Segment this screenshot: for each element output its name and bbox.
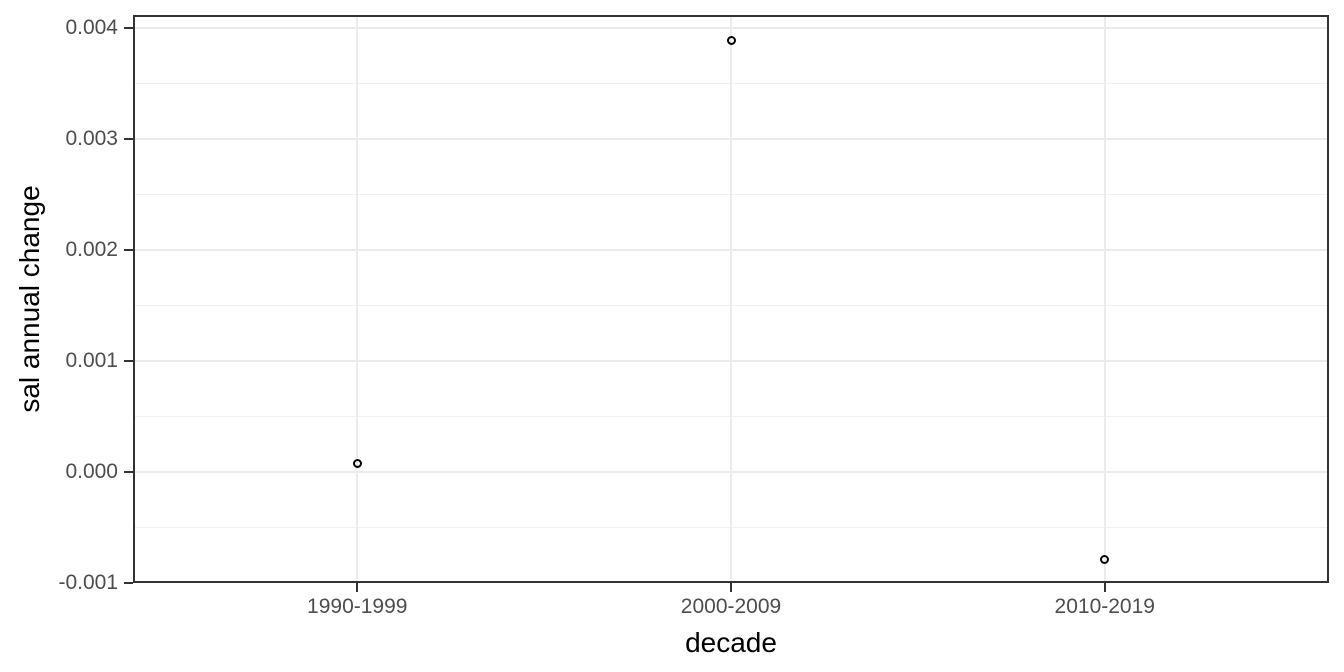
x-tick-mark [356,583,359,592]
x-tick-label: 2000-2009 [680,595,782,618]
major-gridline-vertical [356,15,359,583]
plot-panel [133,15,1329,583]
y-tick-mark [124,582,133,584]
x-axis-title: decade [685,627,777,658]
data-point [726,36,736,46]
x-tick-mark [1103,583,1106,592]
data-point [1100,555,1110,565]
y-tick-mark [124,360,133,363]
y-tick-mark [124,471,133,474]
x-tick-label: 2010-2019 [1054,595,1155,618]
y-tick-label: 0.001 [65,349,118,373]
data-point [352,459,362,469]
y-tick-mark [124,249,133,252]
y-tick-label: 0.004 [65,16,118,40]
y-tick-mark [124,27,133,30]
y-axis-title: sal annual change [14,185,45,413]
major-gridline-vertical [730,15,732,583]
y-tick-label: 0.000 [65,460,118,484]
x-tick-mark [730,583,732,592]
y-tick-label: 0.003 [65,127,118,151]
y-tick-label: -0.001 [58,571,118,594]
y-tick-mark [124,138,133,141]
x-tick-label: 1990-1999 [307,595,408,618]
y-tick-label: 0.002 [65,238,118,262]
major-gridline-vertical [1103,15,1106,583]
